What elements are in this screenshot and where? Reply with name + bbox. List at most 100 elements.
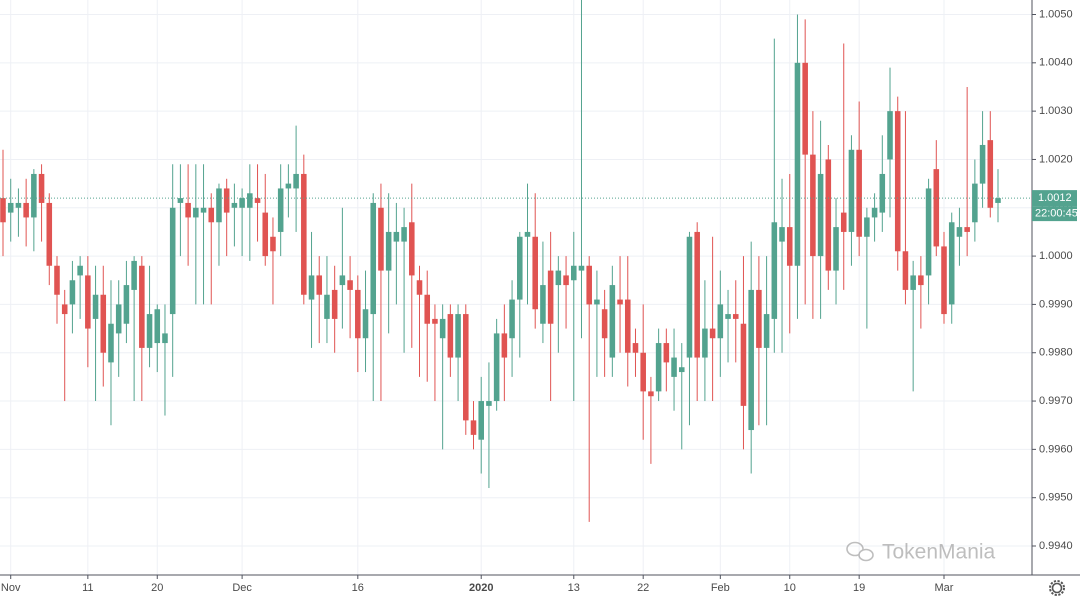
candle-body [725,314,731,319]
candle-body [941,246,947,315]
candle-body [972,183,978,223]
candle-body [463,314,469,421]
last-price-box [1032,190,1077,207]
candle-body [601,309,608,339]
x-tick-label: 19 [853,582,865,594]
candle-body [208,207,215,223]
candle-body [470,420,477,435]
candle-body [347,280,353,290]
candle-body [169,207,176,315]
candle-body [524,231,531,237]
candle-body [987,140,994,208]
candle-body [547,270,554,324]
settings-button[interactable] [1049,580,1065,596]
x-tick-label: 11 [82,582,93,594]
candle-body [848,149,855,232]
candle-body [964,227,970,232]
candle-body [517,236,523,300]
candle-body [123,285,130,324]
candle-body [416,280,423,295]
candle-body [385,231,392,271]
candle-body [23,202,29,218]
candle-body [648,391,654,397]
candle-body [54,265,60,295]
candle-body [686,236,693,358]
candle-body [370,202,377,315]
candle-body [894,111,901,252]
candle-body [995,198,1001,203]
candle-body [632,343,639,353]
candle-body [293,173,299,189]
y-tick-label: 0.9990 [1039,298,1073,310]
grid [0,0,1032,575]
candle-body [887,111,893,160]
candle-body [393,231,400,242]
candle-body [424,294,431,324]
candle-body [401,227,407,242]
candle-body [0,198,6,223]
candle-body [979,144,986,184]
candle-body [139,265,145,348]
candle-body [555,270,562,286]
x-tick-label: 20 [151,582,163,594]
candle-body [663,343,670,363]
candle-body [532,236,538,310]
y-tick-label: 1.0040 [1039,57,1073,69]
watermark-text: TokenMania [882,541,996,564]
candle-body [455,314,461,358]
last-price-label: 1.0012 [1038,192,1072,204]
y-tick-label: 0.9950 [1039,492,1073,504]
y-tick-label: 0.9980 [1039,347,1073,359]
candle-body [432,318,438,324]
candle-body [617,299,623,305]
candle-body [840,212,847,232]
candle-body [115,304,122,334]
candle-body [509,299,515,339]
candle-body [956,227,963,237]
candle-body [200,207,207,213]
candle-body [7,202,14,213]
candle-body [740,323,747,406]
x-tick-label: 10 [784,582,796,594]
candle-body [910,275,916,290]
candle-body [316,275,323,295]
candle-body [108,323,114,363]
candle-body [185,202,191,218]
candle-body [771,222,778,319]
y-tick-label: 1.0000 [1039,250,1073,262]
candle-body [447,314,454,358]
candle-body [779,227,785,242]
candle-body [193,207,199,218]
candle-body [262,212,269,257]
candle-body [802,62,808,155]
candle-body [594,299,600,305]
candle-body [563,275,569,286]
countdown-label: 22:00:45 [1035,208,1078,220]
candle-body [31,173,37,218]
candle-body [879,173,886,213]
settings-icon[interactable] [1051,582,1063,594]
candle-body [177,198,184,203]
candle-body [609,285,616,358]
candle-body [216,188,222,223]
candle-body [223,188,230,213]
candle-body [864,217,870,237]
candle-body [817,173,824,257]
candle-body [131,260,137,290]
watermark-icon [846,541,864,557]
y-tick-label: 1.0030 [1039,105,1073,117]
candle-body [478,401,484,440]
candle-body [92,294,99,319]
candle-body [61,304,68,315]
watermark: TokenMania [846,541,996,564]
y-tick-label: 1.0050 [1039,8,1073,20]
candle-body [324,294,330,319]
candle-body [933,169,940,247]
candle-body [247,193,253,208]
candle-body [146,314,153,348]
settings-icon[interactable] [1049,580,1065,596]
candle-body [925,188,932,276]
candle-body [756,289,762,348]
candle-body [748,289,754,431]
